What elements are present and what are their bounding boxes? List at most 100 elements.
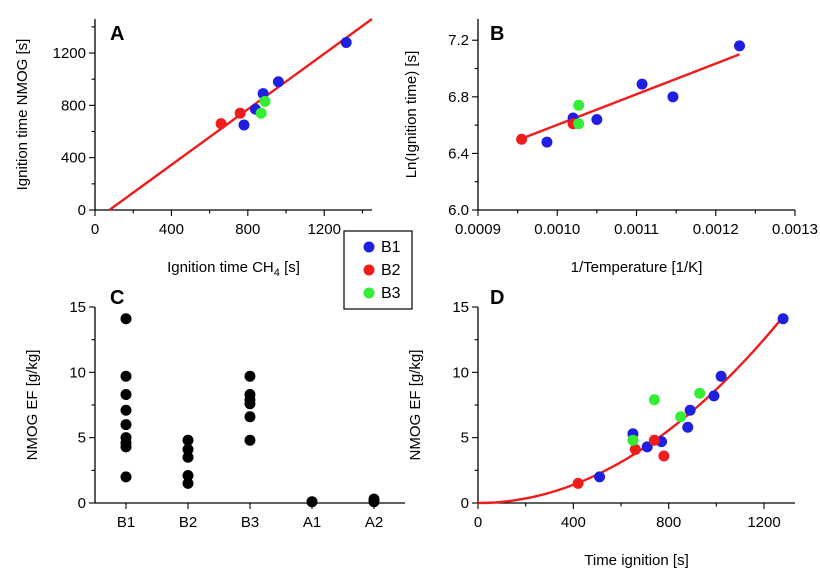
legend-marker-b3 [363, 287, 375, 299]
panel-letter: D [490, 287, 504, 309]
x-axis-label: 1/Temperature [1/K] [571, 259, 703, 276]
y-tick-label: 7.2 [448, 32, 469, 49]
x-tick-label: 0.0010 [534, 221, 580, 238]
point-b3-4 [244, 411, 256, 423]
x-tick-label-a1: A1 [303, 514, 321, 531]
point-b1-2 [641, 441, 653, 453]
point-b1-8 [777, 313, 789, 325]
y-tick-label: 5 [461, 430, 469, 447]
point-b2-3 [658, 450, 670, 462]
point-b1-5 [684, 404, 696, 416]
point-b1-0 [541, 136, 553, 148]
point-b3-0 [627, 434, 639, 446]
point-b3-3 [244, 398, 256, 410]
x-tick-label-b2: B2 [179, 514, 197, 531]
point-b1-2 [120, 389, 132, 401]
legend-marker-b2 [363, 264, 375, 276]
x-tick-label: 1200 [308, 221, 341, 238]
point-b1-0 [120, 313, 132, 325]
point-b2-0 [572, 477, 584, 489]
legend-marker-b1 [363, 241, 375, 253]
legend-box [343, 230, 413, 310]
panel-d: 0 400 800 1200 0 5 10 15 D NMOG EF [g/kg] Time ign… [407, 287, 795, 569]
point-b1-3 [636, 78, 648, 90]
point-a2-1 [368, 496, 380, 508]
point-b2-3 [182, 470, 194, 482]
point-b2-0 [182, 434, 194, 446]
point-b1-1 [120, 370, 132, 382]
y-tick-label: 10 [69, 364, 86, 381]
x-axis-label-suffix: [s] [280, 259, 300, 276]
y-tick-label: 0 [78, 202, 86, 219]
panel-c: B1 B2 B3 A1 A2 0 5 10 15 C NMOG EF [g/kg] [24, 287, 405, 531]
point-b2-2 [648, 434, 660, 446]
point-b3-0 [244, 370, 256, 382]
panel-b: 0.0009 0.0010 0.0011 0.0012 0.0013 6.0 6.4 6.8 7… [403, 19, 818, 276]
x-axis-label-main: Ignition time CH [167, 259, 274, 276]
y-tick-label: 10 [452, 364, 469, 381]
y-tick-label: 800 [61, 97, 86, 114]
x-axis-label: Ignition time CH4 [s] [167, 259, 300, 279]
x-tick-label: 0.0009 [455, 221, 501, 238]
panel-letter: B [490, 23, 504, 45]
y-tick-label: 1200 [53, 45, 86, 62]
x-axis-label-main: Time ignition [s] [584, 552, 688, 569]
x-tick-label-b1: B1 [117, 514, 135, 531]
y-axis-label: Ignition time NMOG [s] [14, 39, 31, 191]
point-b3-1 [573, 118, 585, 130]
x-tick-label: 1200 [747, 514, 780, 531]
point-b2-2 [182, 451, 194, 463]
x-tick-label-b3: B3 [241, 514, 259, 531]
x-tick-label: 0.0013 [772, 221, 818, 238]
panel-a: 0 400 800 1200 0 400 800 1200 A Ignition time NMO… [14, 18, 373, 279]
point-a1-0 [306, 496, 318, 508]
panel-letter: C [110, 287, 124, 309]
y-axis-label: NMOG EF [g/kg] [407, 350, 424, 461]
x-tick-label: 800 [235, 221, 260, 238]
y-tick-label: 6.0 [448, 202, 469, 219]
x-axis-label-subscript: 4 [274, 267, 280, 279]
x-tick-label-a2: A2 [365, 514, 383, 531]
point-b1-8 [120, 471, 132, 483]
x-tick-label: 0 [474, 514, 482, 531]
legend-label-b1: B1 [381, 239, 401, 256]
point-b1-5 [734, 40, 746, 52]
x-tick-label: 0.0011 [614, 221, 659, 238]
y-tick-label: 6.8 [448, 89, 469, 106]
point-b1-0 [238, 119, 250, 131]
x-tick-label: 400 [561, 514, 586, 531]
point-b1-4 [682, 421, 694, 433]
legend: B1 B2 B3 [343, 230, 413, 310]
y-tick-label: 0 [461, 495, 469, 512]
y-tick-label: 5 [78, 430, 86, 447]
legend-label-b3: B3 [381, 285, 401, 302]
point-b3-5 [244, 434, 256, 446]
point-b1-7 [715, 370, 727, 382]
y-tick-label: 15 [452, 299, 469, 316]
point-b1-0 [594, 471, 606, 483]
point-b3-0 [573, 99, 585, 111]
y-tick-label: 6.4 [448, 145, 469, 162]
x-axis-label-main: 1/Temperature [1/K] [571, 259, 703, 276]
point-b1-4 [120, 419, 132, 431]
point-b2-4 [182, 477, 194, 489]
point-b2-0 [516, 133, 528, 145]
y-tick-label: 400 [61, 150, 86, 167]
y-tick-label: 0 [78, 495, 86, 512]
point-b3-2 [675, 411, 687, 423]
point-b2-1 [182, 443, 194, 455]
y-axis-label: NMOG EF [g/kg] [24, 350, 41, 461]
fit-curve [477, 315, 785, 505]
point-b3-3 [694, 387, 706, 399]
x-tick-label: 800 [656, 514, 681, 531]
x-axis-label: Time ignition [s] [584, 552, 688, 569]
point-b2-1 [234, 107, 246, 119]
point-b1-2 [591, 113, 603, 125]
point-b3-1 [259, 95, 271, 107]
point-b3-0 [255, 107, 267, 119]
fit-line [519, 53, 740, 141]
point-b2-1 [629, 443, 641, 455]
panel-letter: A [110, 23, 124, 45]
x-tick-label: 400 [159, 221, 184, 238]
